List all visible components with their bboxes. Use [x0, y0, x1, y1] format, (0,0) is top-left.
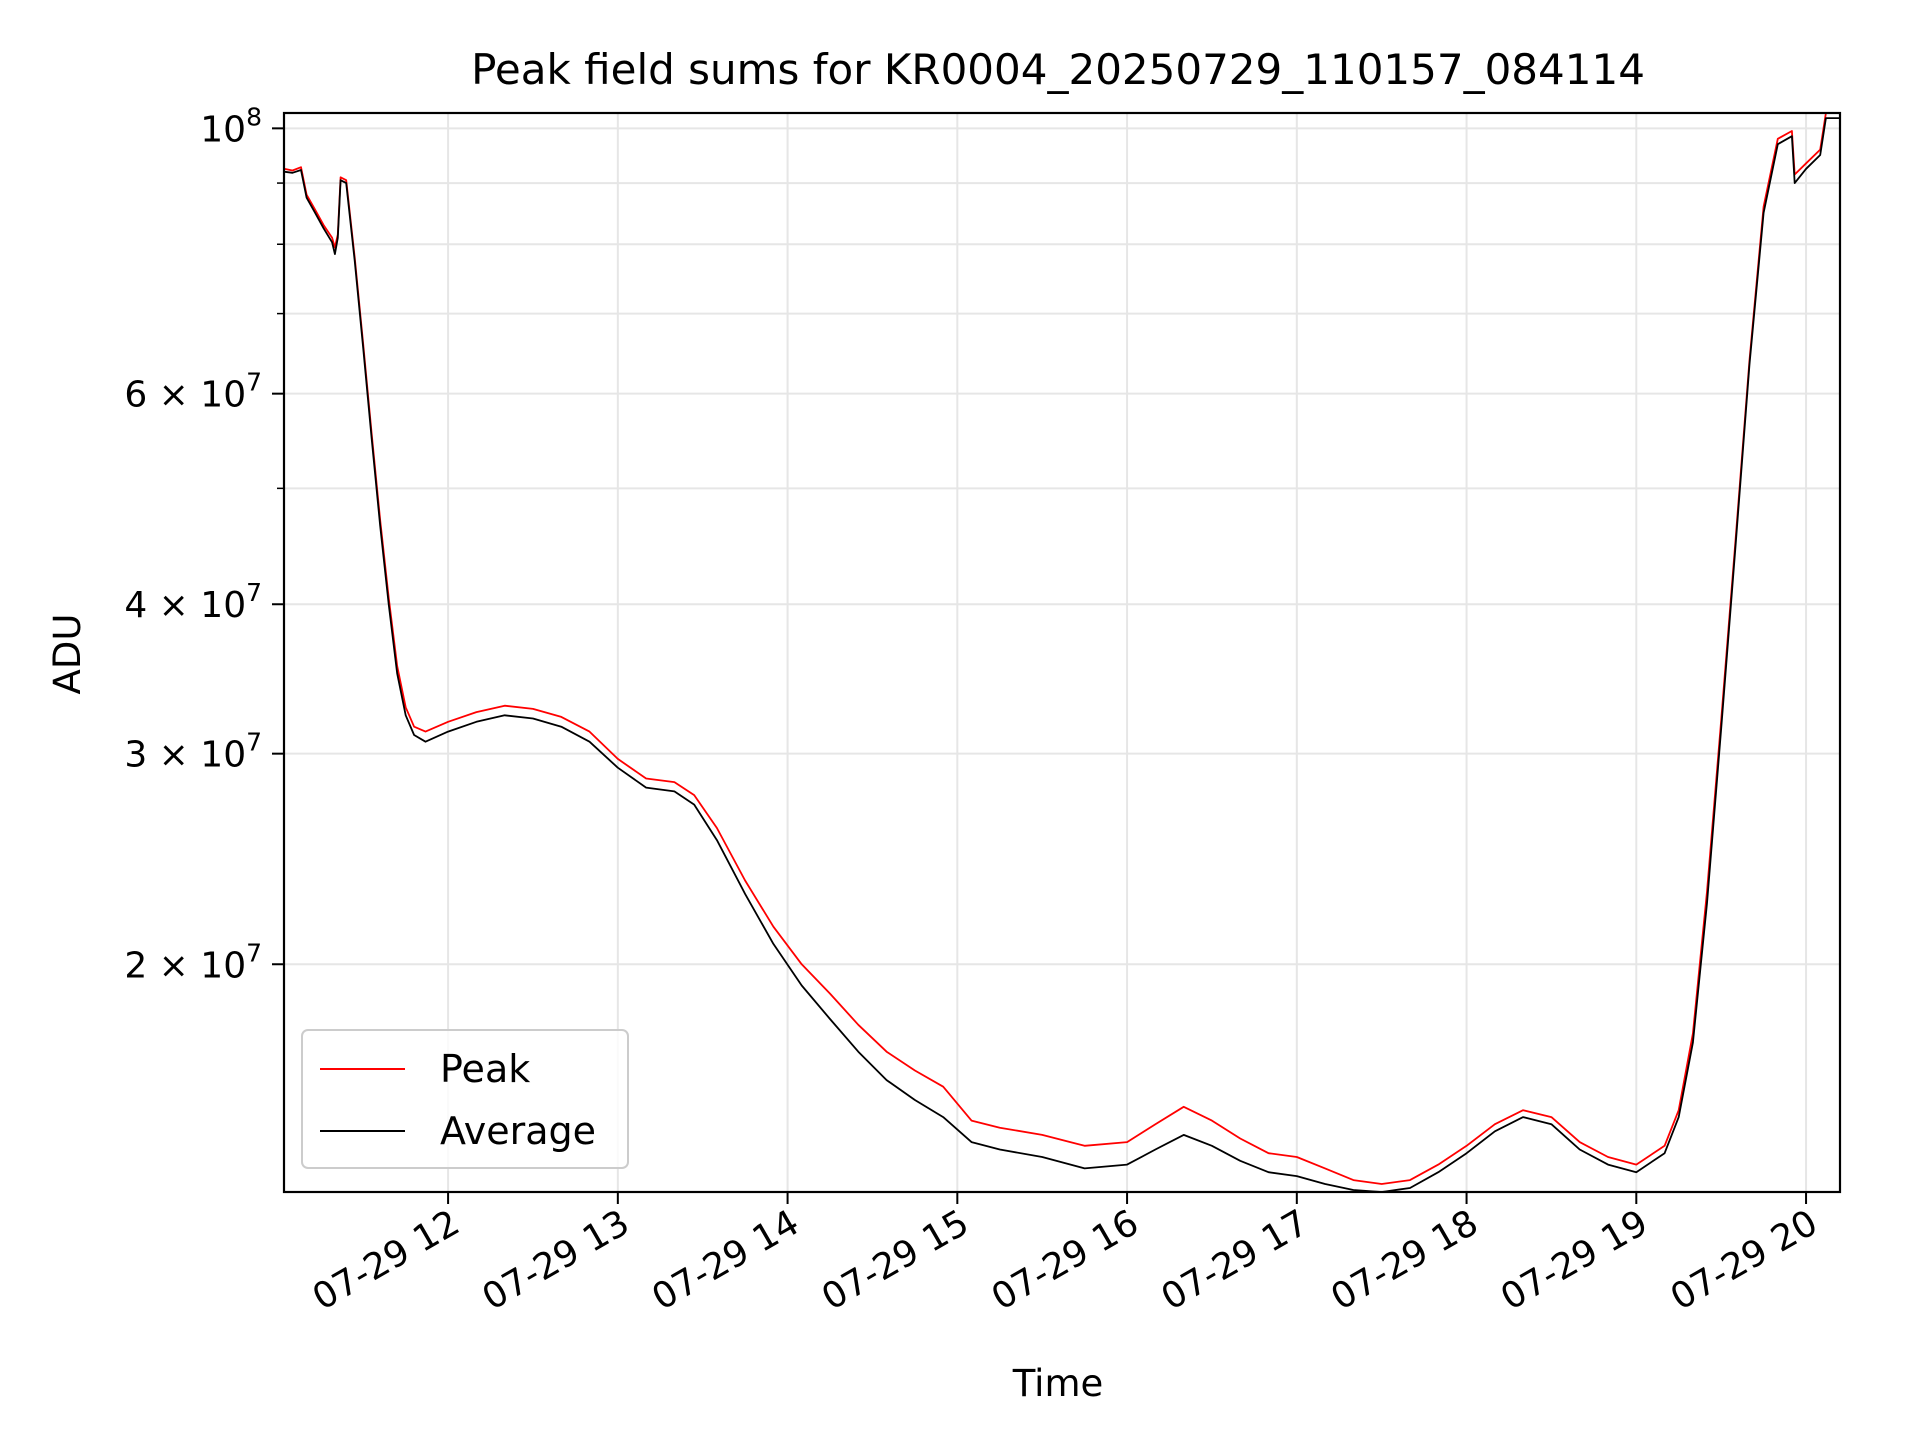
plot-area-frame [282, 111, 1842, 1194]
legend-label-peak: Peak [440, 1047, 530, 1091]
chart-title: Peak field sums for KR0004_20250729_1101… [471, 45, 1645, 94]
series-layer [283, 112, 1840, 1193]
y-tick-label: 2 × 107 [124, 938, 262, 986]
legend-label-average: Average [440, 1109, 596, 1153]
legend-box [301, 1029, 629, 1169]
x-axis-label: Time [1012, 1362, 1104, 1405]
y-tick-label: 6 × 107 [124, 368, 262, 416]
grid-lines [284, 113, 1840, 1192]
y-axis-ticks: 108 6 × 107 4 × 107 3 × 107 2 × 107 [124, 102, 284, 986]
legend: Peak Average [301, 1029, 629, 1169]
y-axis-label: ADU [46, 614, 89, 695]
series-line-average [283, 117, 1840, 1193]
y-tick-label: 108 [200, 102, 262, 150]
y-tick-label: 4 × 107 [124, 578, 262, 626]
y-tick-label: 3 × 107 [124, 728, 262, 776]
